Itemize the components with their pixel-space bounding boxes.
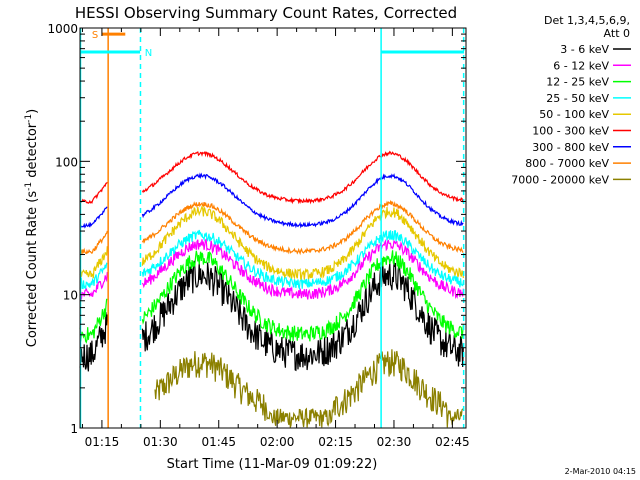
- y-axis-label-sup1: -1: [24, 182, 34, 191]
- x-tick-label: 02:45: [435, 435, 470, 449]
- x-tick-label: 01:30: [143, 435, 178, 449]
- legend-item-label: 7000 - 20000 keV: [511, 173, 609, 186]
- y-tick-label: 100: [55, 155, 78, 169]
- legend-header-line1: Det 1,3,4,5,6,9,: [544, 14, 630, 27]
- flag-label: S: [92, 30, 98, 41]
- y-axis-label-sup2: -1: [24, 114, 34, 123]
- x-tick-label: 02:00: [260, 435, 295, 449]
- y-tick-label: 1000: [47, 22, 78, 36]
- series-line-7000-20000-kev: [154, 349, 464, 428]
- legend-item-label: 800 - 7000 keV: [525, 157, 609, 170]
- legend-item-label: 100 - 300 keV: [532, 125, 609, 138]
- y-tick-label: 1: [70, 422, 78, 436]
- legend: Det 1,3,4,5,6,9, Att 0 3 - 6 keV 6 - 12 k…: [511, 14, 631, 186]
- series-line-25-50-kev: [79, 229, 464, 291]
- y-axis-label-main: Corrected Count Rate (s: [25, 191, 40, 348]
- series-line-50-100-kev: [79, 204, 464, 280]
- chart-title: HESSI Observing Summary Count Rates, Cor…: [75, 4, 457, 22]
- series-line-3-6-kev: [79, 260, 464, 372]
- y-axis-label-mid: detector: [25, 122, 40, 182]
- y-axis-label-end: ): [25, 109, 40, 114]
- y-tick-label: 10: [63, 289, 78, 303]
- series-line-300-800-kev: [79, 172, 464, 229]
- footer-timestamp: 2-Mar-2010 04:15: [565, 467, 636, 476]
- legend-item-label: 6 - 12 keV: [553, 59, 609, 72]
- plot-frame: [79, 27, 467, 429]
- legend-item-label: 25 - 50 keV: [546, 92, 609, 105]
- plot-series: [79, 150, 464, 428]
- legend-item-label: 50 - 100 keV: [539, 108, 609, 121]
- x-tick-label: 02:15: [318, 435, 353, 449]
- series-line-100-300-kev: [79, 150, 464, 205]
- legend-header-line2: Att 0: [604, 27, 630, 40]
- plot-markers: SN: [79, 28, 465, 428]
- series-line-800-7000-kev: [79, 199, 464, 256]
- y-axis: 1 10 100 1000: [47, 22, 466, 436]
- x-axis: 01:15 01:30 01:45 02:00 02:15 02:30 02:45: [81, 28, 470, 449]
- flag-label: N: [145, 48, 152, 59]
- x-tick-label: 01:45: [201, 435, 236, 449]
- x-tick-label: 02:30: [377, 435, 412, 449]
- legend-item-label: 12 - 25 keV: [546, 76, 609, 89]
- x-axis-label: Start Time (11-Mar-09 01:09:22): [167, 457, 378, 472]
- y-axis-label: Corrected Count Rate (s-1 detector-1): [24, 109, 40, 347]
- x-tick-label: 01:15: [85, 435, 120, 449]
- series-line-6-12-kev: [79, 238, 464, 300]
- legend-item-label: 300 - 800 keV: [532, 141, 609, 154]
- legend-item-label: 3 - 6 keV: [560, 43, 609, 56]
